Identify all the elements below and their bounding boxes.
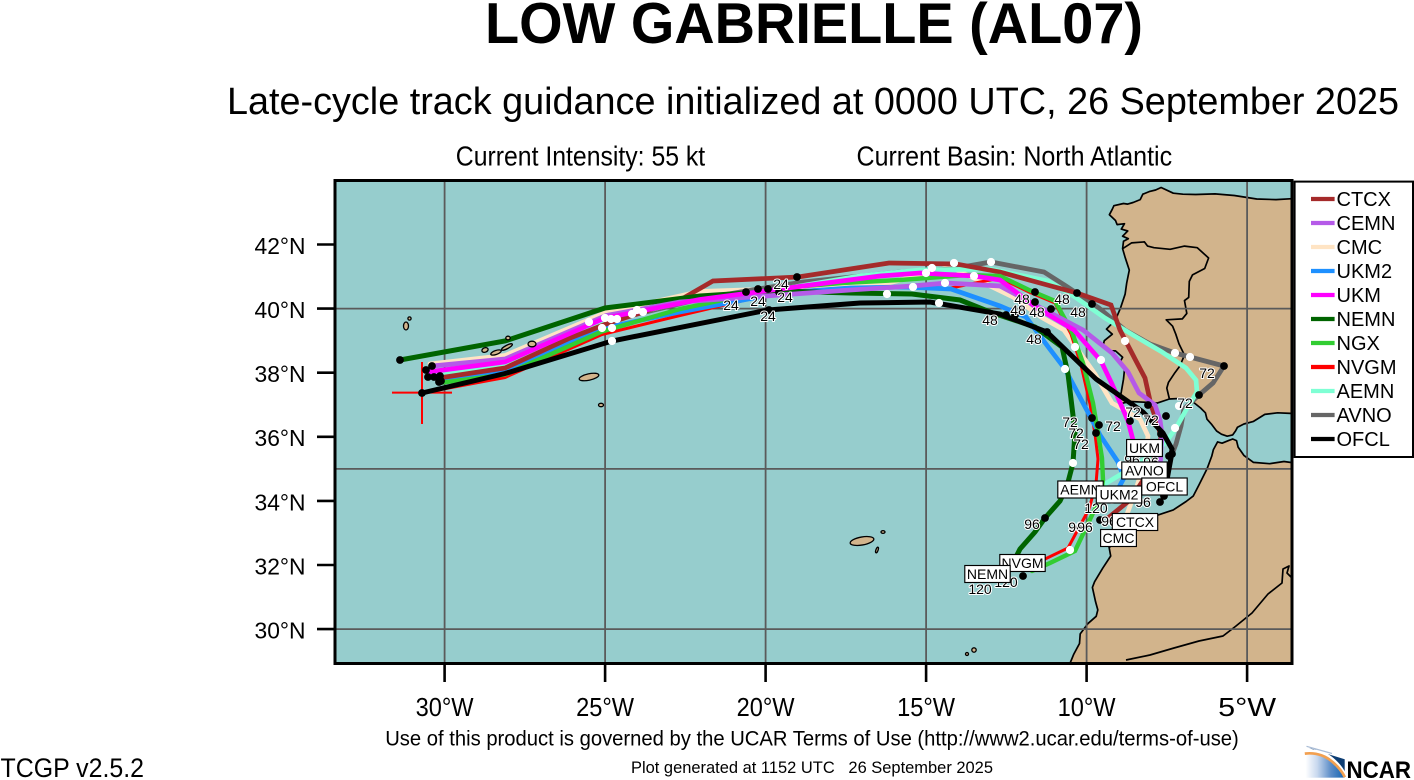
svg-text:24: 24 [760,308,776,324]
svg-text:48: 48 [1029,304,1045,320]
svg-text:CEMN: CEMN [1337,213,1396,235]
svg-text:AVNO: AVNO [1125,463,1164,479]
svg-text:30°N: 30°N [255,618,306,644]
svg-text:42°N: 42°N [255,233,306,259]
svg-text:CTCX: CTCX [1116,514,1155,530]
svg-text:24: 24 [723,297,739,313]
svg-text:OFCL: OFCL [1146,479,1184,495]
svg-text:CMC: CMC [1103,530,1135,546]
svg-text:CMC: CMC [1337,237,1383,259]
svg-text:UKM: UKM [1337,285,1381,307]
svg-text:CTCX: CTCX [1337,189,1391,211]
svg-text:32°N: 32°N [255,553,306,579]
svg-text:Current Intensity: 55 kt: Current Intensity: 55 kt [456,140,706,172]
svg-text:48: 48 [1026,331,1042,347]
svg-text:AEMN: AEMN [1337,381,1395,403]
svg-text:LOW GABRIELLE (AL07): LOW GABRIELLE (AL07) [485,0,1143,56]
svg-text:Use of this product is governe: Use of this product is governed by the U… [385,728,1239,751]
svg-text:24: 24 [773,276,789,292]
svg-text:NVGM: NVGM [1002,555,1044,571]
svg-text:72: 72 [1177,395,1193,411]
svg-text:72: 72 [1125,404,1141,420]
svg-text:OFCL: OFCL [1337,429,1390,451]
svg-text:NVGM: NVGM [1337,357,1397,379]
svg-text:36°N: 36°N [255,425,306,451]
svg-text:34°N: 34°N [255,489,306,515]
svg-text:UKM2: UKM2 [1100,487,1139,503]
svg-text:24: 24 [777,289,793,305]
svg-text:Current Basin: North Atlantic: Current Basin: North Atlantic [857,140,1173,172]
svg-text:NCAR: NCAR [1347,758,1412,780]
svg-text:25°W: 25°W [576,694,634,722]
svg-text:72: 72 [1143,412,1159,428]
svg-text:UKM2: UKM2 [1337,261,1393,283]
svg-text:5°W: 5°W [1218,694,1276,722]
svg-text:38°N: 38°N [255,361,306,387]
svg-text:96: 96 [1077,519,1093,535]
svg-text:30°W: 30°W [416,694,474,722]
svg-text:NGX: NGX [1337,333,1380,355]
svg-text:10°W: 10°W [1058,694,1116,722]
svg-text:120: 120 [968,581,992,597]
svg-text:Plot generated at 1152 UTC 2: Plot generated at 1152 UTC 26 September … [631,759,993,777]
svg-text:48: 48 [1010,302,1026,318]
svg-text:96: 96 [1068,519,1084,535]
svg-text:48: 48 [1070,304,1086,320]
svg-text:72: 72 [1062,414,1078,430]
svg-text:AVNO: AVNO [1337,405,1392,427]
svg-text:48: 48 [982,312,998,328]
svg-text:TCGP v2.5.2: TCGP v2.5.2 [1,753,145,780]
svg-text:72: 72 [1068,425,1084,441]
svg-text:24: 24 [750,293,766,309]
svg-text:UKM: UKM [1129,440,1160,456]
svg-text:48: 48 [1014,291,1030,307]
svg-text:72: 72 [1199,365,1215,381]
svg-text:AEMN: AEMN [1060,482,1100,498]
svg-text:Late-cycle track guidance init: Late-cycle track guidance initialized at… [227,80,1399,122]
svg-text:96: 96 [1024,516,1040,532]
svg-text:NEMN: NEMN [967,566,1008,582]
svg-text:15°W: 15°W [897,694,955,722]
svg-text:20°W: 20°W [737,694,795,722]
svg-text:72: 72 [1105,418,1121,434]
svg-text:48: 48 [1054,291,1070,307]
svg-text:72: 72 [1073,436,1089,452]
svg-text:40°N: 40°N [255,297,306,323]
svg-text:NEMN: NEMN [1337,309,1396,331]
